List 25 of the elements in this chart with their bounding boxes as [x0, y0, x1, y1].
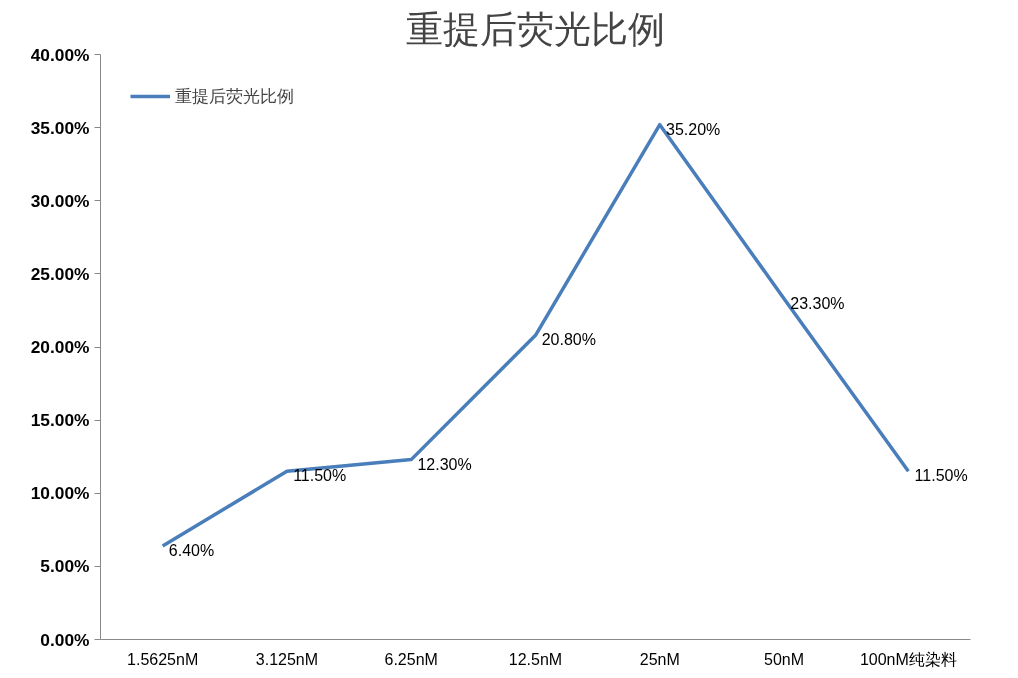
- y-tick-label: 30.00%: [30, 190, 90, 211]
- x-tick-label: 100nM纯染料: [859, 650, 957, 668]
- x-tick-label: 3.125nM: [255, 650, 319, 668]
- x-tick-label: 1.5625nM: [127, 650, 199, 668]
- x-tick-label: 6.25nM: [384, 650, 438, 668]
- data-label: 11.50%: [914, 467, 968, 485]
- data-label: 11.50%: [293, 467, 347, 485]
- y-tick-label: 25.00%: [30, 263, 90, 284]
- y-tick-label: 20.00%: [30, 337, 90, 357]
- x-tick-label: 50nM: [764, 650, 805, 668]
- chart-title: 重提后荧光比例: [406, 7, 665, 50]
- data-label: 6.40%: [168, 541, 215, 559]
- y-tick-label: 5.00%: [40, 556, 90, 577]
- y-tick-label: 40.00%: [30, 44, 90, 65]
- data-label: 23.30%: [790, 294, 845, 312]
- legend-label: 重提后荧光比例: [175, 85, 294, 108]
- y-tick-label: 0.00%: [40, 629, 90, 650]
- data-label: 12.30%: [417, 455, 472, 473]
- data-label: 20.80%: [541, 331, 596, 349]
- y-tick-label: 15.00%: [30, 410, 90, 431]
- x-tick-label: 12.5nM: [508, 650, 563, 668]
- y-tick-label: 10.00%: [30, 483, 90, 504]
- x-tick-label: 25nM: [639, 650, 680, 668]
- data-label: 35.20%: [666, 120, 721, 138]
- y-tick-label: 35.00%: [30, 117, 90, 138]
